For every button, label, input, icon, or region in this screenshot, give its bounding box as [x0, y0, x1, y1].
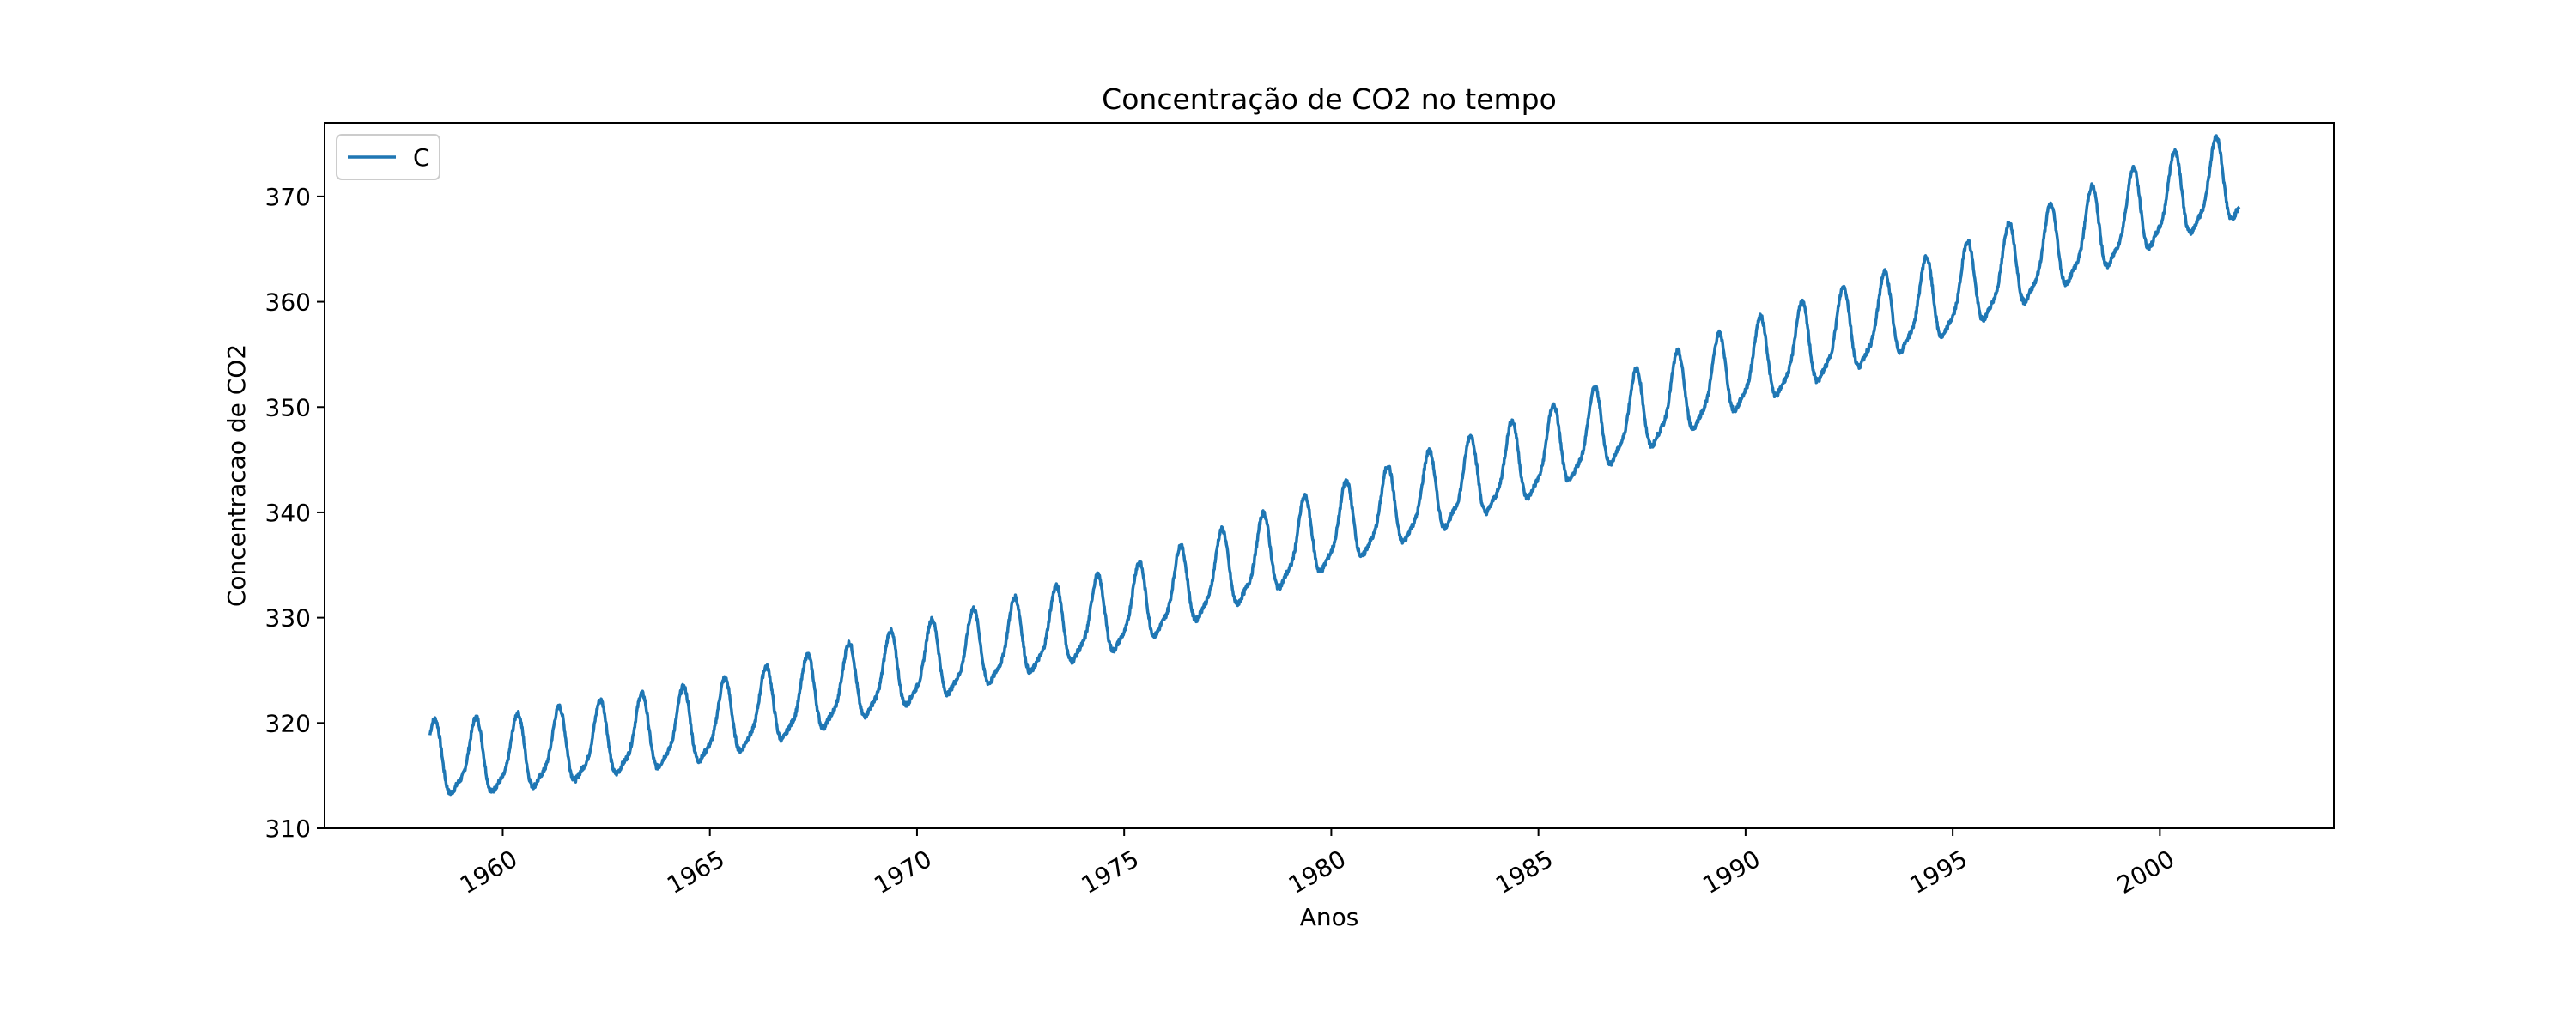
legend-label-c: C: [413, 143, 430, 172]
y-axis-label: Concentracao de CO2: [222, 344, 251, 607]
y-tick-label: 330: [265, 604, 311, 633]
y-tick-label: 360: [265, 288, 311, 317]
y-tick-label: 310: [265, 815, 311, 843]
y-tick-label: 370: [265, 183, 311, 211]
plot-area: [428, 134, 2241, 797]
y-axis: 310 320 330 340 350 360 370: [265, 183, 325, 843]
x-axis-label: Anos: [1300, 903, 1359, 931]
y-tick-label: 350: [265, 393, 311, 421]
series-line-c: [428, 134, 2241, 797]
chart-title: Concentração de CO2 no tempo: [1102, 82, 1557, 116]
legend: C: [336, 134, 440, 180]
y-tick-label: 320: [265, 709, 311, 737]
axes-frame: [324, 122, 2335, 829]
y-tick-label: 340: [265, 499, 311, 527]
